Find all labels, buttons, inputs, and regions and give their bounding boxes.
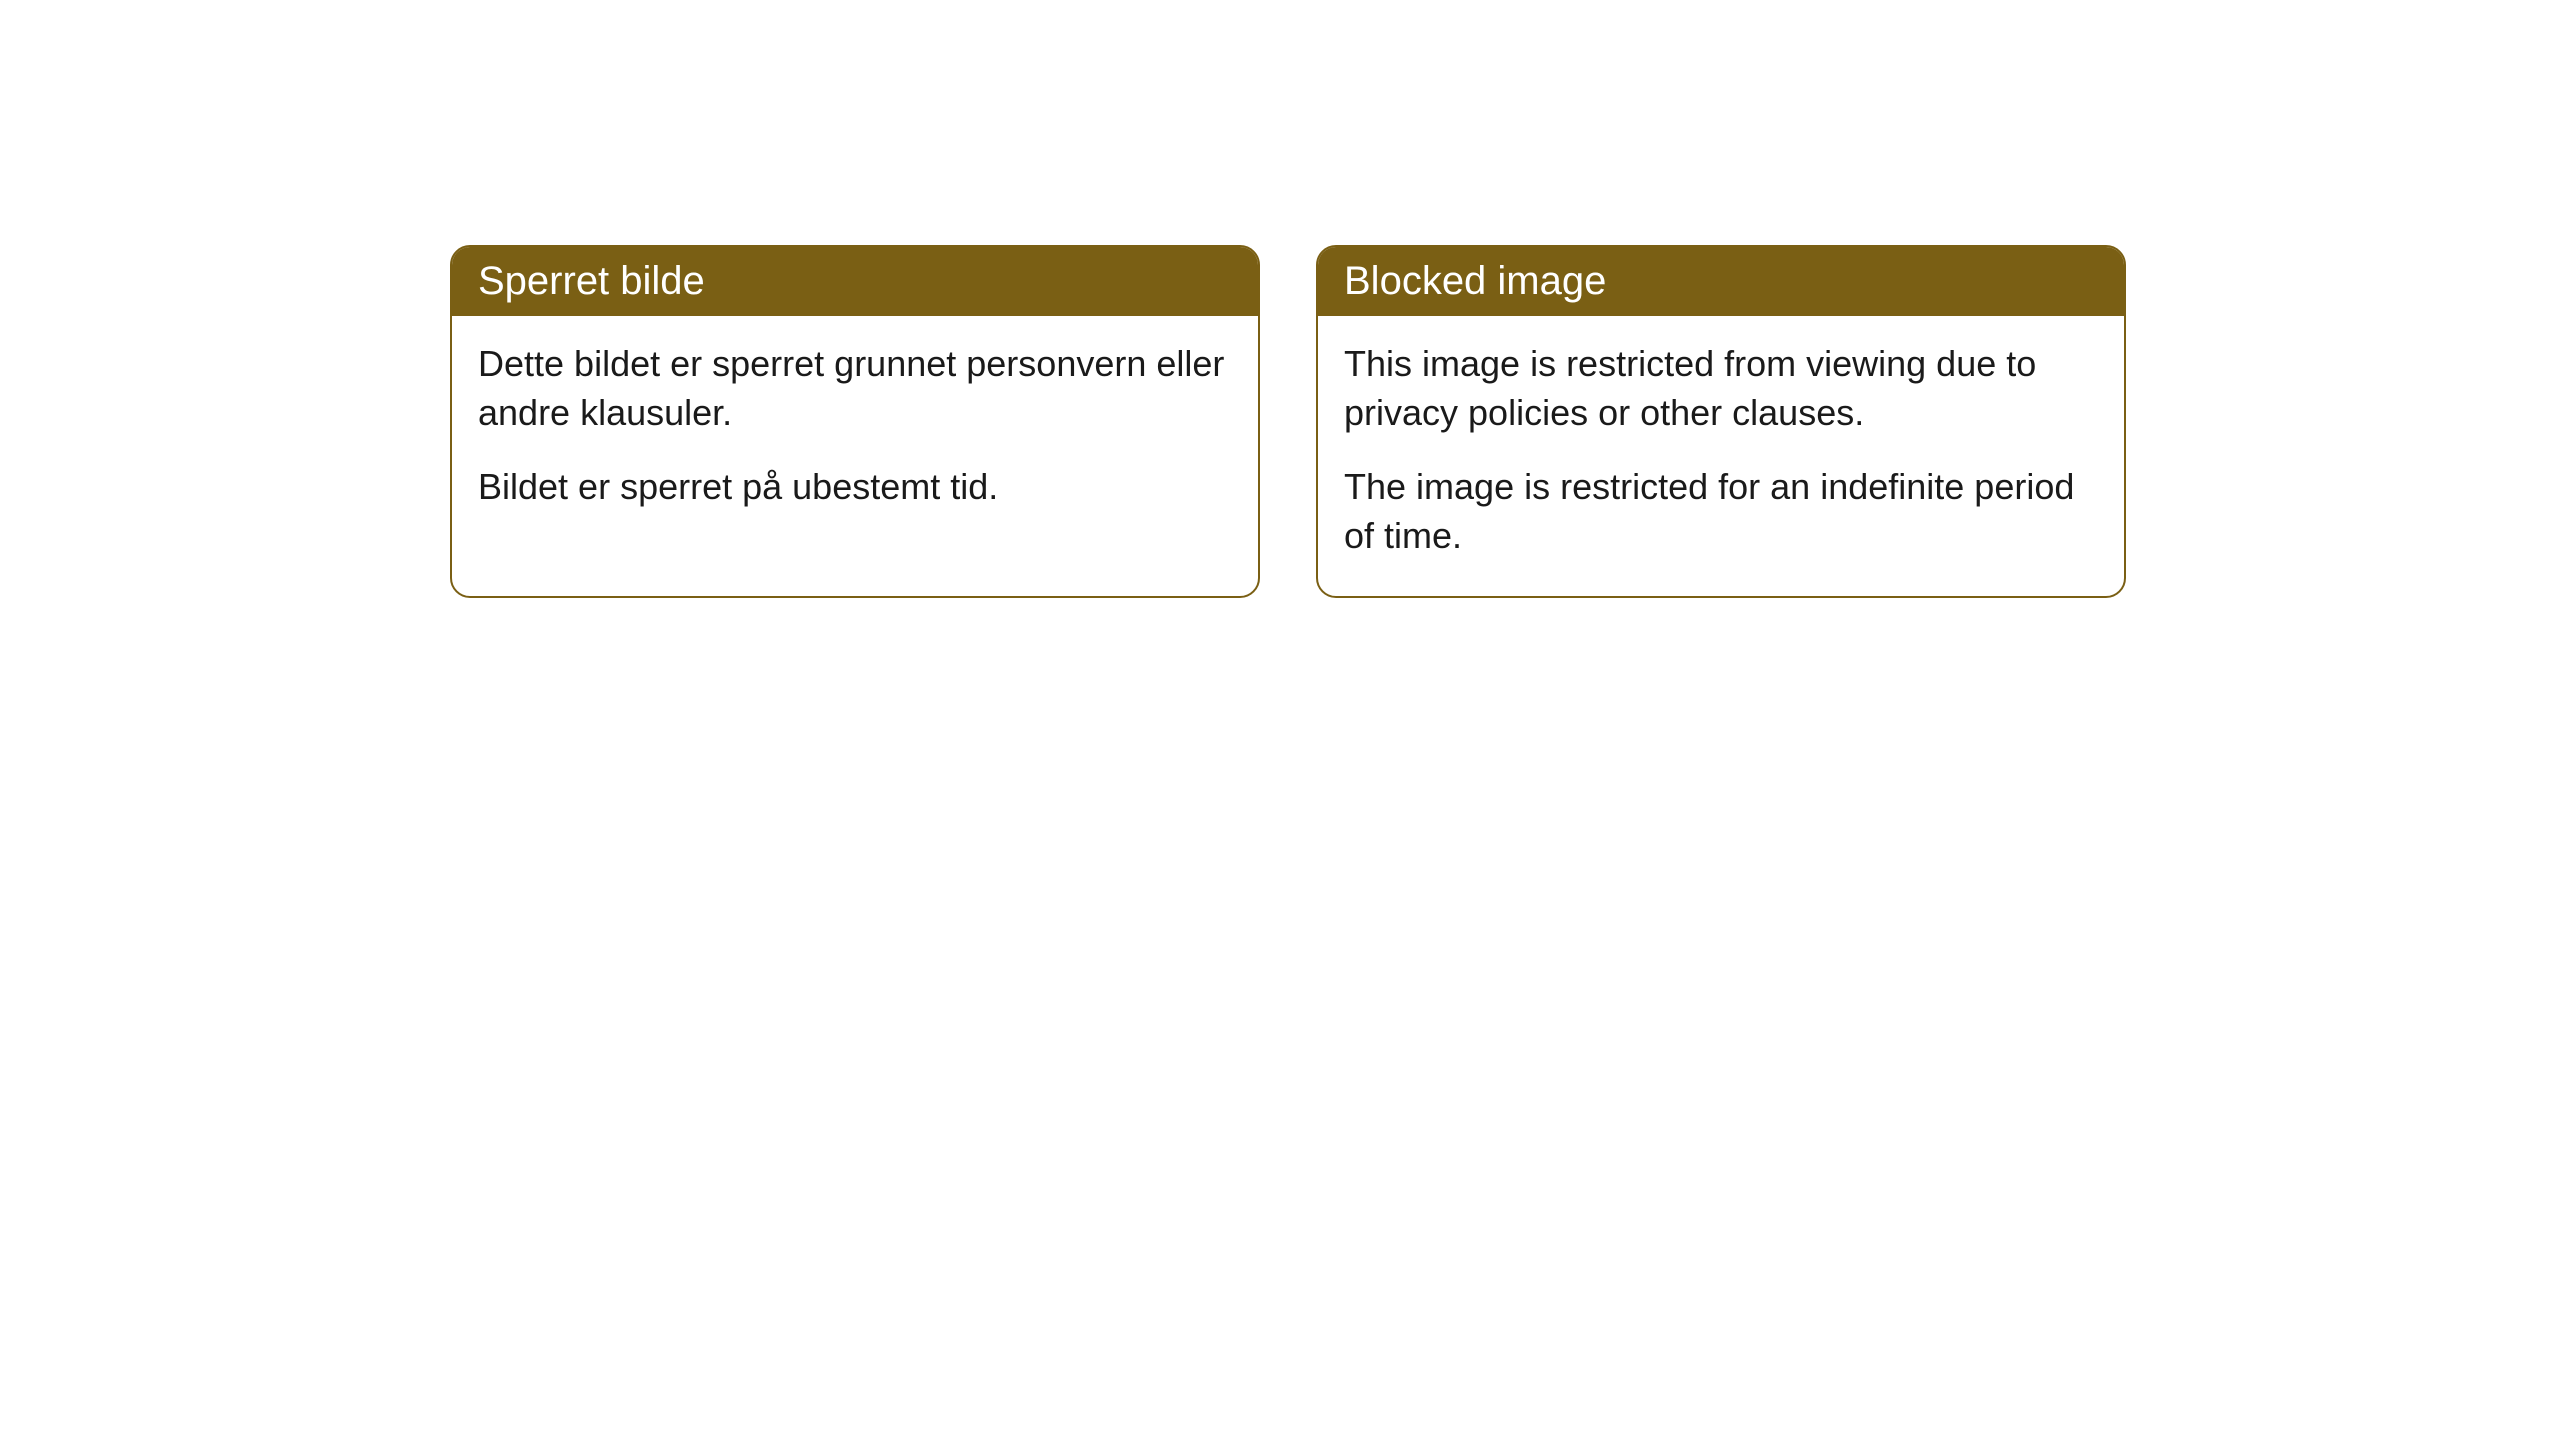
card-title: Blocked image	[1344, 259, 1606, 303]
card-title: Sperret bilde	[478, 259, 705, 303]
card-body-norwegian: Dette bildet er sperret grunnet personve…	[452, 316, 1258, 548]
card-paragraph: Dette bildet er sperret grunnet personve…	[478, 340, 1232, 437]
card-norwegian: Sperret bilde Dette bildet er sperret gr…	[450, 245, 1260, 598]
card-body-english: This image is restricted from viewing du…	[1318, 316, 2124, 596]
card-english: Blocked image This image is restricted f…	[1316, 245, 2126, 598]
card-paragraph: The image is restricted for an indefinit…	[1344, 463, 2098, 560]
card-header-norwegian: Sperret bilde	[452, 247, 1258, 316]
cards-container: Sperret bilde Dette bildet er sperret gr…	[0, 0, 2560, 598]
card-paragraph: This image is restricted from viewing du…	[1344, 340, 2098, 437]
card-header-english: Blocked image	[1318, 247, 2124, 316]
card-paragraph: Bildet er sperret på ubestemt tid.	[478, 463, 1232, 512]
